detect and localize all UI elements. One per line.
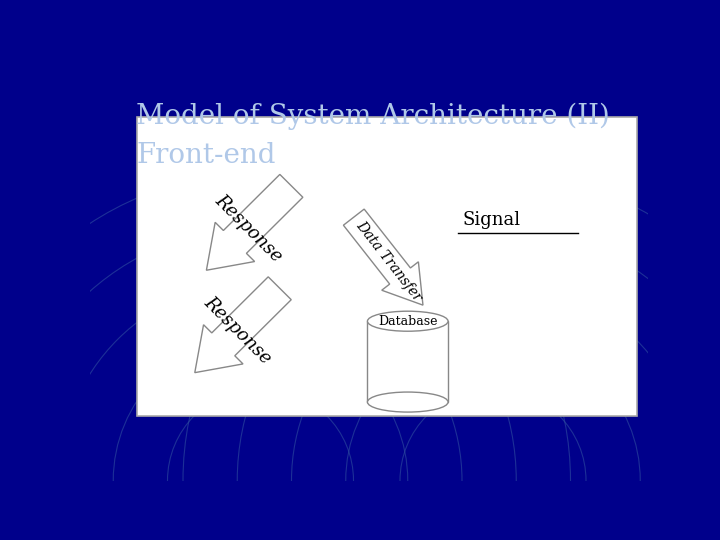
Polygon shape — [195, 277, 291, 373]
Text: Front-end: Front-end — [137, 142, 276, 169]
Polygon shape — [343, 209, 423, 305]
Ellipse shape — [367, 311, 448, 331]
Ellipse shape — [367, 392, 448, 412]
Text: Signal: Signal — [462, 211, 520, 229]
Text: Database: Database — [378, 315, 438, 328]
Bar — [138, 117, 636, 416]
Bar — [367, 321, 448, 402]
Polygon shape — [207, 174, 303, 270]
Text: Response: Response — [212, 191, 286, 265]
Text: Data Transfer: Data Transfer — [353, 218, 424, 304]
Text: Response: Response — [200, 293, 274, 368]
Text: Model of System Architecture (II): Model of System Architecture (II) — [137, 103, 611, 130]
